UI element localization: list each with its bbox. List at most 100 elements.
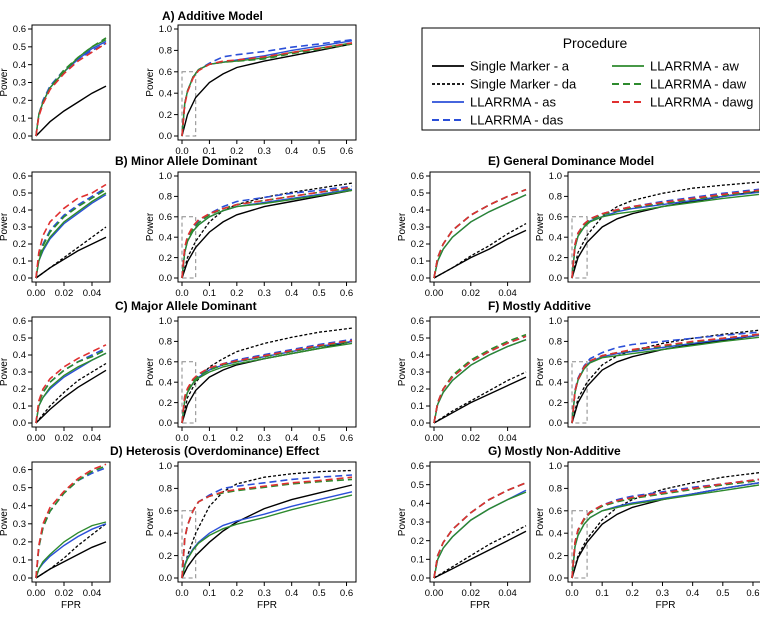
x-tick-label: 0.3 (258, 146, 271, 157)
x-tick-label: 0.2 (230, 288, 243, 299)
legend-label-ll_daw: LLARRMA - daw (650, 77, 747, 92)
y-tick-label: 0.2 (159, 110, 172, 121)
plot-frame (429, 171, 531, 283)
y-tick-label: 0.8 (549, 192, 562, 203)
x-tick-label: 0.6 (340, 146, 353, 157)
series-line-ll_as (35, 40, 107, 137)
y-tick-label: 0.2 (13, 239, 26, 250)
series-line-sm_a (181, 484, 353, 579)
panel-d-title: D) Heterosis (Overdominance) Effect (110, 444, 319, 458)
x-tick-label: 0.02 (462, 433, 481, 444)
series-line-ll_as (35, 194, 107, 279)
y-tick-label: 0.1 (411, 401, 424, 412)
y-tick-label: 0.4 (411, 350, 424, 361)
x-tick-label: 0.02 (55, 588, 74, 599)
y-tick-label: 0.1 (411, 555, 424, 566)
panel-g-large-plot: 0.0 0.2 0.4 0.6 0.8 1.0 Power 0.0 0.1 0.2 0.3 0.4 0.… (535, 461, 760, 611)
y-tick-label: 0.2 (549, 253, 562, 264)
y-tick-label: 0.4 (159, 88, 172, 99)
x-axis-label: FPR (470, 600, 490, 611)
y-tick-label: 0.4 (411, 499, 424, 510)
y-tick-label: 0.4 (549, 232, 562, 243)
y-tick-label: 0.8 (549, 484, 562, 495)
plot-frame (177, 171, 357, 283)
x-tick-label: 0.04 (498, 588, 517, 599)
x-tick-label: 0.2 (230, 588, 243, 599)
x-tick-label: 0.3 (258, 433, 271, 444)
series-line-ll_das (571, 188, 760, 279)
legend-label-ll_dawg: LLARRMA - dawg (650, 95, 753, 110)
y-tick-label: 0.4 (159, 232, 172, 243)
series-line-ll_dawg (571, 189, 760, 279)
x-tick-label: 0.1 (203, 288, 216, 299)
zoom-region (181, 510, 197, 579)
y-tick-label: 0.6 (549, 357, 562, 368)
series-line-sm_da (433, 525, 527, 579)
y-tick-label: 0.3 (411, 222, 424, 233)
series-line-ll_dawg (433, 188, 527, 279)
legend-label-ll_das: LLARRMA - das (470, 113, 564, 128)
plot-frame (31, 24, 111, 141)
y-tick-label: 0.0 (411, 418, 424, 429)
y-tick-label: 0.0 (13, 131, 26, 142)
y-axis-label: Power (397, 507, 408, 536)
series-line-sm_da (433, 223, 527, 279)
y-tick-label: 0.8 (549, 337, 562, 348)
panel-e-large-plot: 0.0 0.2 0.4 0.6 0.8 1.0 Power (535, 171, 760, 284)
y-tick-label: 0.3 (13, 519, 26, 530)
y-tick-label: 0.6 (159, 212, 172, 223)
series-line-ll_daw (35, 465, 107, 579)
panel-f-small-plot: 0.0 0.1 0.2 0.3 0.4 0.5 0.6 Power 0.00 0.02 0.04 (397, 316, 531, 444)
x-tick-label: 0.3 (258, 288, 271, 299)
y-tick-label: 0.5 (13, 333, 26, 344)
series-line-ll_daw (571, 333, 760, 424)
series-line-ll_aw (571, 484, 760, 579)
series-line-sm_da (35, 523, 107, 579)
series-line-ll_aw (433, 339, 527, 424)
y-tick-label: 0.0 (549, 418, 562, 429)
plot-frame (31, 171, 111, 283)
series-line-ll_dawg (571, 333, 760, 424)
zoom-region (181, 71, 197, 137)
plot-frame (177, 24, 357, 141)
x-tick-label: 0.0 (175, 288, 188, 299)
zoom-region (181, 361, 197, 424)
series-line-sm_a (35, 541, 107, 579)
x-tick-label: 0.2 (230, 146, 243, 157)
y-axis-label: Power (0, 68, 10, 97)
y-tick-label: 0.0 (549, 573, 562, 584)
plot-frame (31, 316, 111, 428)
x-tick-label: 0.02 (462, 588, 481, 599)
y-tick-label: 0.6 (159, 357, 172, 368)
series-line-ll_aw (35, 39, 107, 137)
series-line-sm_da (35, 362, 107, 424)
series-line-ll_daw (35, 37, 107, 137)
x-tick-label: 0.0 (565, 588, 578, 599)
series-line-ll_das (433, 335, 527, 424)
series-line-ll_daw (181, 478, 353, 579)
x-tick-label: 0.5 (312, 433, 325, 444)
series-line-ll_dawg (35, 344, 107, 424)
x-tick-label: 0.5 (312, 588, 325, 599)
series-line-ll_aw (35, 521, 107, 579)
series-line-ll_dawg (181, 42, 353, 137)
x-tick-label: 0.2 (230, 433, 243, 444)
y-tick-label: 0.5 (411, 480, 424, 491)
x-tick-label: 0.4 (285, 588, 298, 599)
y-tick-label: 0.1 (411, 256, 424, 267)
series-line-ll_aw (433, 194, 527, 279)
plot-frame (429, 316, 531, 428)
series-line-ll_daw (433, 333, 527, 424)
y-tick-label: 0.6 (549, 212, 562, 223)
series-line-ll_aw (181, 42, 353, 137)
x-tick-label: 0.04 (83, 288, 102, 299)
x-tick-label: 0.3 (258, 588, 271, 599)
y-tick-label: 0.0 (159, 573, 172, 584)
y-axis-label: Power (0, 212, 10, 241)
y-tick-label: 0.2 (13, 537, 26, 548)
series-line-ll_dawg (433, 482, 527, 579)
panel-b-small-plot: 0.0 0.1 0.2 0.3 0.4 0.5 0.6 Power 0.00 0.02 0.04 (0, 171, 111, 299)
plot-frame (177, 461, 357, 583)
series-line-sm_da (571, 472, 760, 579)
x-tick-label: 0.04 (83, 433, 102, 444)
